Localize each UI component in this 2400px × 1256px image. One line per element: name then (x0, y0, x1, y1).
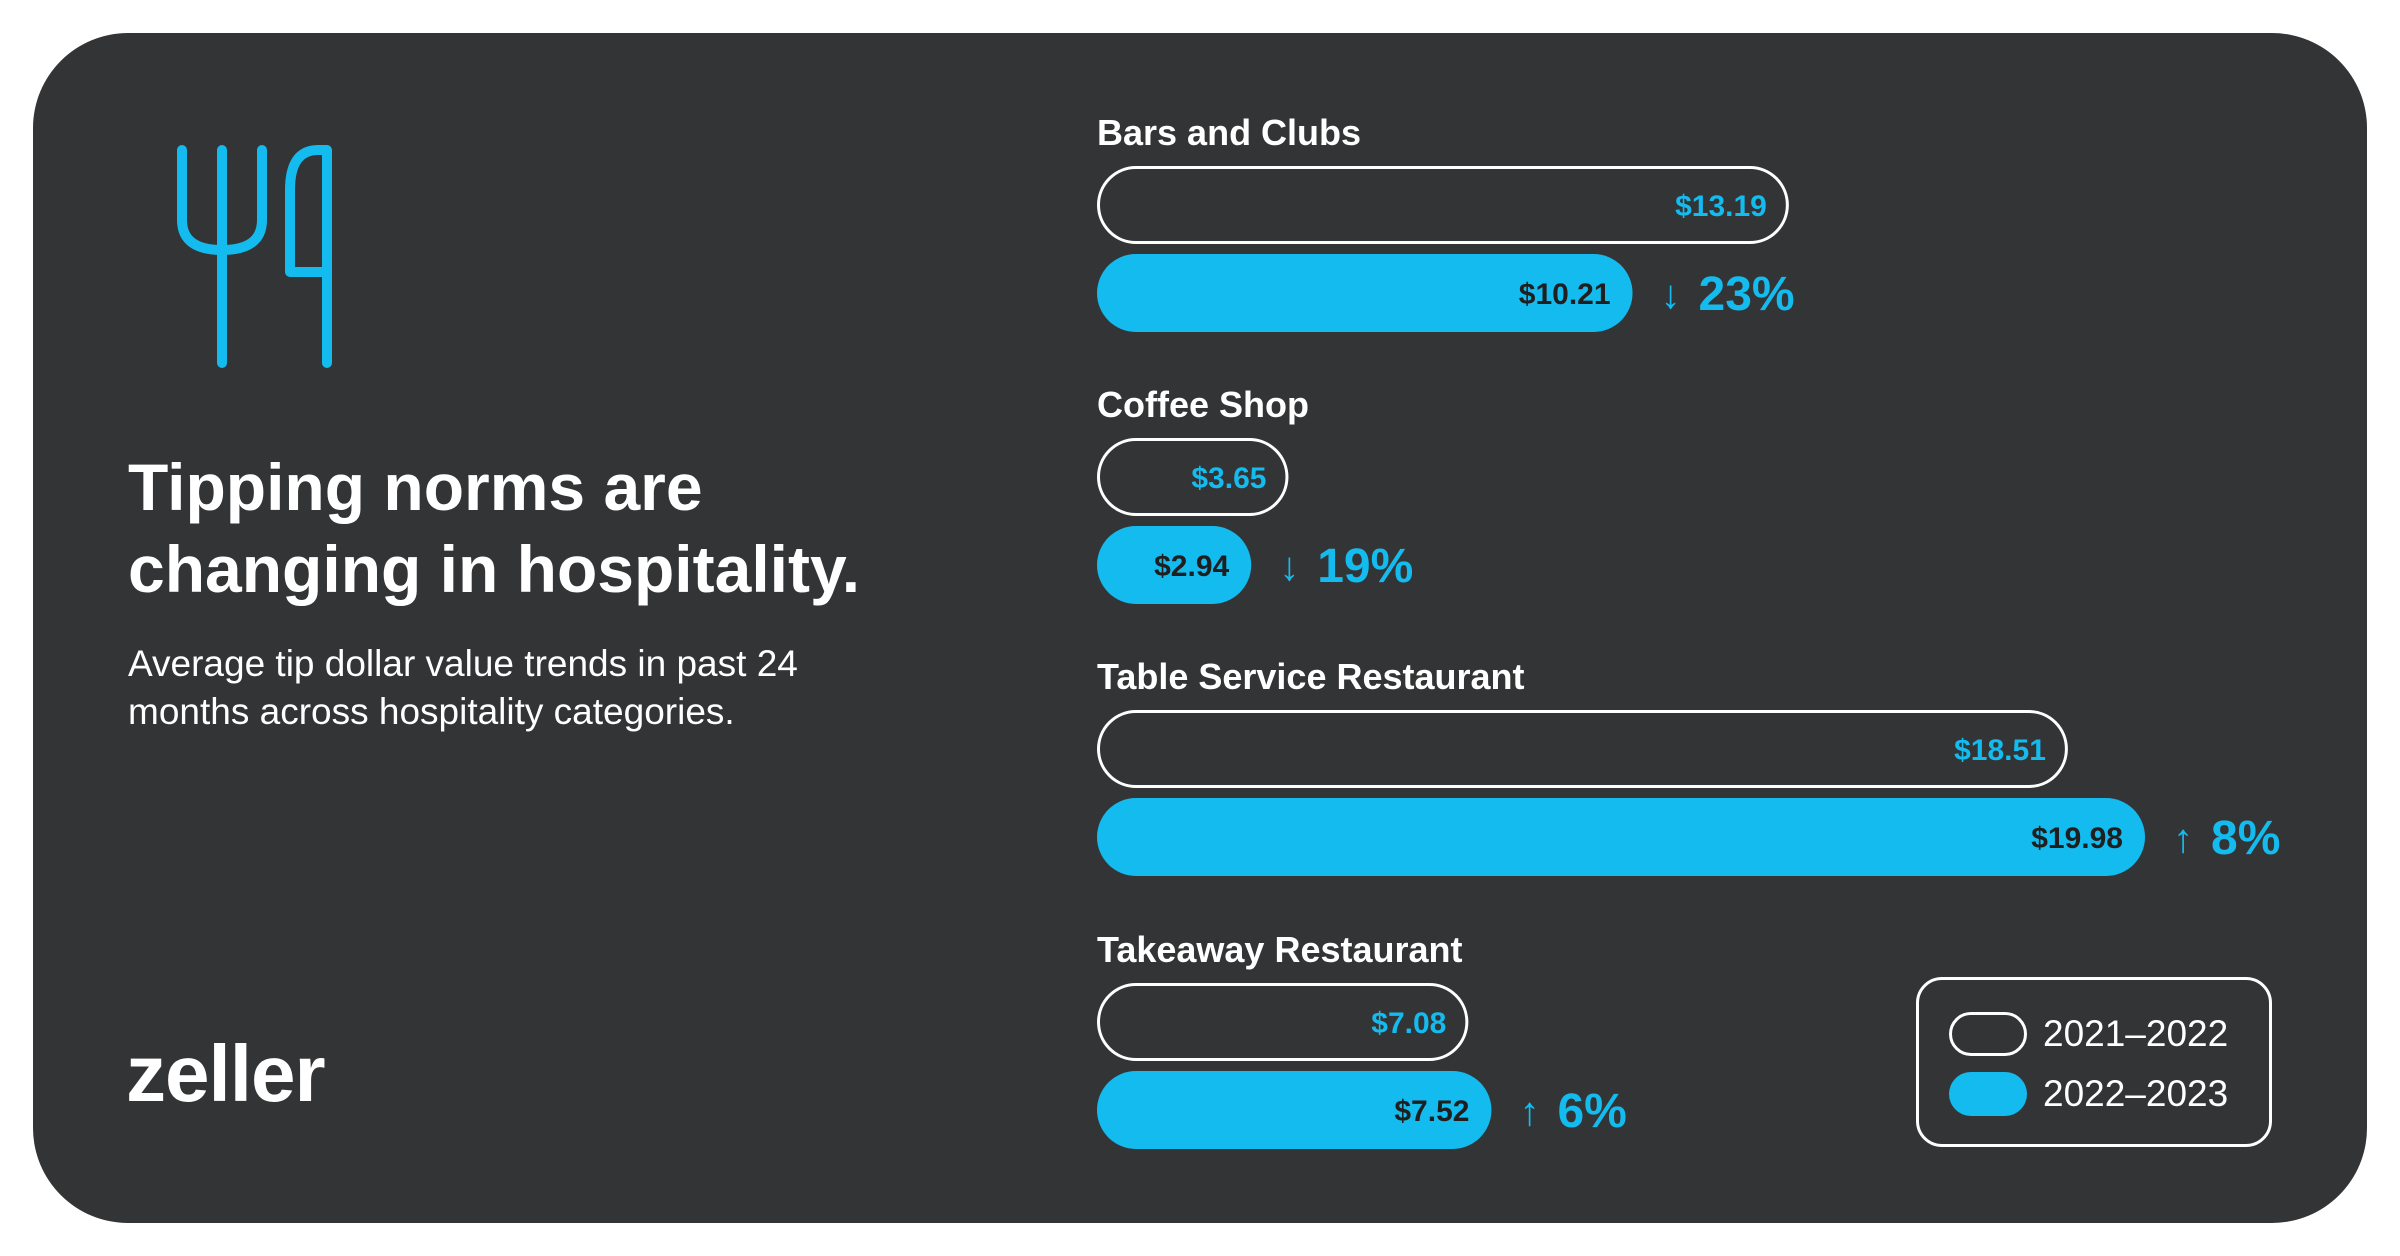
subtitle: Average tip dollar value trends in past … (128, 643, 798, 732)
change-arrow-icon: ↓ (1279, 545, 1299, 589)
bar-value-label-previous: $3.65 (1191, 462, 1266, 495)
fork-and-knife-icon (177, 145, 332, 368)
change-percentage: 23% (1699, 268, 1795, 321)
legend-swatch-filled (1949, 1072, 2027, 1116)
bar-value-label-previous: $18.51 (1954, 734, 2046, 767)
legend-item-current: 2022–2023 (1949, 1070, 2228, 1118)
change-arrow-icon: ↓ (1661, 273, 1681, 317)
legend: 2021–2022 2022–2023 (1916, 977, 2272, 1147)
bar-previous (1097, 438, 1289, 516)
infographic-card (33, 33, 2367, 1223)
bar-previous (1097, 166, 1789, 244)
headline: Tipping norms are changing in hospitalit… (128, 450, 861, 606)
change-arrow-icon: ↑ (1519, 1090, 1539, 1134)
legend-label-previous: 2021–2022 (2043, 1013, 2229, 1054)
change-percentage: 19% (1317, 540, 1413, 593)
legend-label-current: 2022–2023 (2043, 1073, 2229, 1114)
category-label: Takeaway Restaurant (1097, 929, 1463, 970)
change-percentage: 8% (2211, 812, 2280, 865)
bar-current (1097, 254, 1633, 332)
bar-value-label-previous: $7.08 (1371, 1007, 1446, 1040)
bar-value-label-current: $10.21 (1519, 278, 1611, 311)
category-label: Bars and Clubs (1097, 112, 1361, 153)
category-label: Table Service Restaurant (1097, 656, 1525, 697)
zeller-logo: zeller (126, 1029, 326, 1118)
change-arrow-icon: ↑ (2173, 817, 2193, 861)
bar-current (1097, 526, 1252, 604)
bar-value-label-current: $7.52 (1394, 1095, 1469, 1128)
bar-value-label-current: $19.98 (2031, 822, 2123, 855)
bar-current (1097, 1071, 1492, 1149)
change-percentage: 6% (1557, 1085, 1626, 1138)
bar-previous (1097, 710, 2068, 788)
legend-swatch-outline (1949, 1012, 2027, 1056)
bar-previous (1097, 983, 1469, 1061)
legend-item-previous: 2021–2022 (1949, 1010, 2228, 1058)
bar-value-label-current: $2.94 (1154, 550, 1229, 583)
bar-value-label-previous: $13.19 (1675, 190, 1767, 223)
category-label: Coffee Shop (1097, 384, 1309, 425)
bar-current (1097, 798, 2145, 876)
